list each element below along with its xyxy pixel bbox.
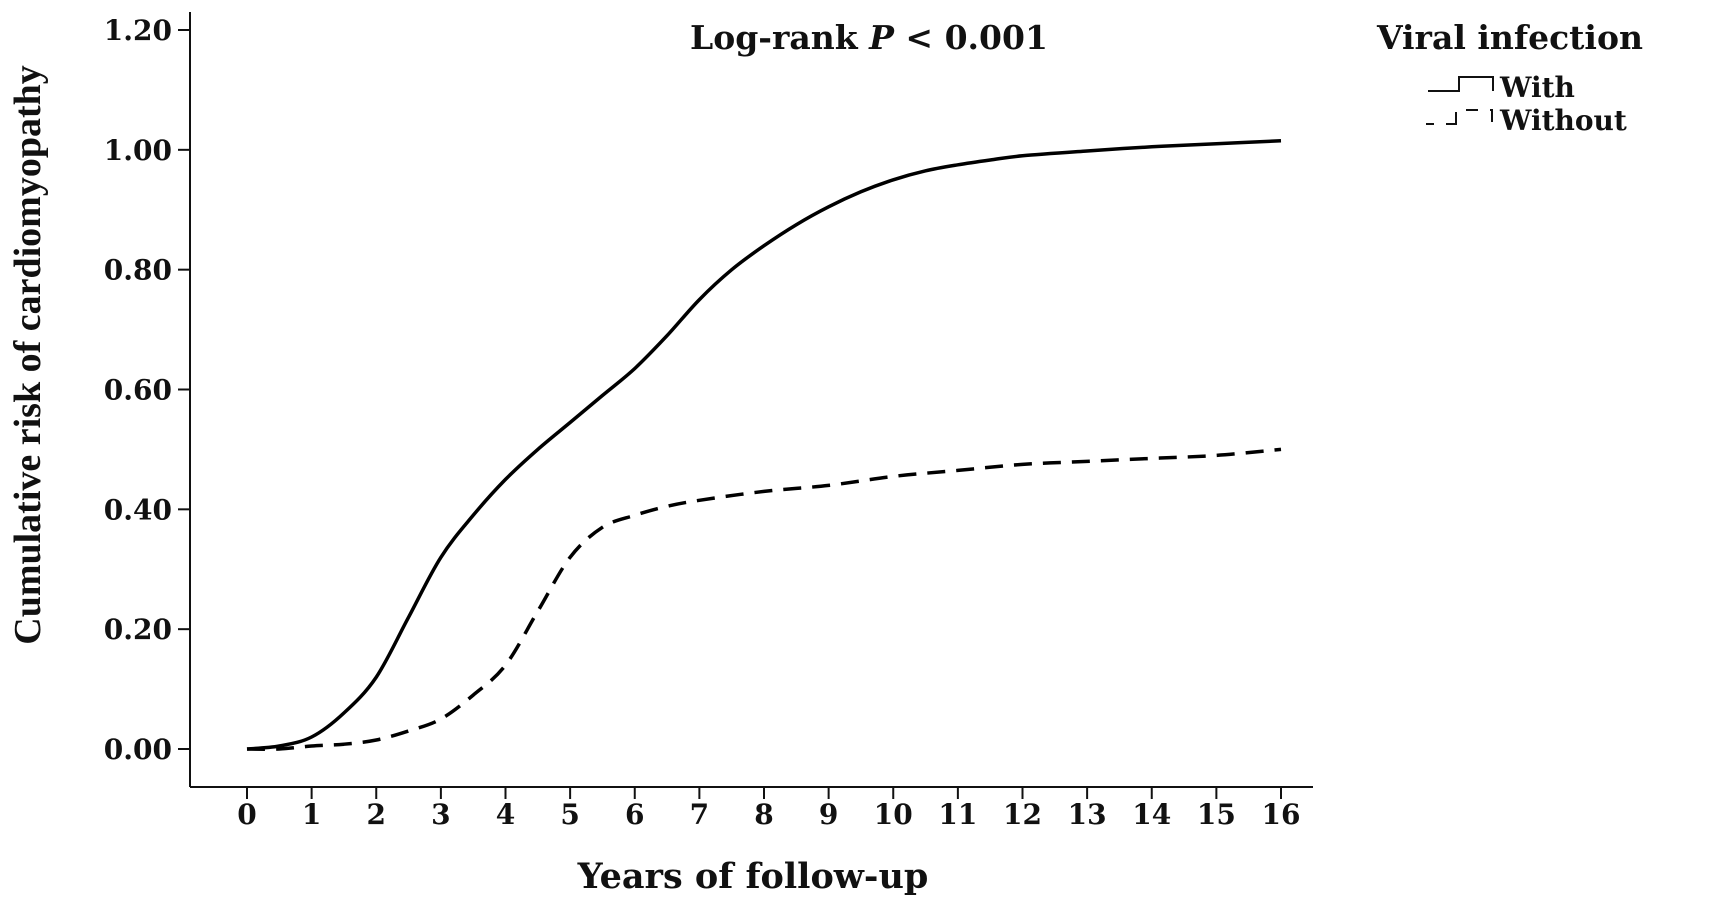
x-tick-label: 10 [874, 798, 913, 831]
y-tick-label: 0.20 [104, 613, 172, 646]
x-tick-label: 3 [431, 798, 450, 831]
x-tick-label: 12 [1003, 798, 1042, 831]
x-tick-label: 4 [496, 798, 515, 831]
logrank-annotation: Log-rank P < 0.001 [690, 18, 1048, 57]
x-tick-label: 2 [367, 798, 386, 831]
legend-item-without: Without [1499, 104, 1627, 137]
y-tick-label: 0.00 [104, 733, 172, 766]
y-tick-label: 0.60 [104, 374, 172, 407]
logrank-p: P [868, 18, 895, 57]
logrank-prefix: Log-rank [690, 18, 869, 57]
series-lines [246, 139, 1282, 751]
series-line-without [246, 447, 1282, 751]
y-tick-label: 1.20 [104, 14, 172, 47]
x-tick-label: 7 [690, 798, 709, 831]
x-tick-label: 16 [1262, 798, 1301, 831]
legend-swatch-without [1426, 109, 1493, 125]
x-tick-label: 11 [938, 798, 977, 831]
x-tick-label: 0 [237, 798, 256, 831]
x-tick-label: 5 [560, 798, 579, 831]
x-tick-label: 6 [625, 798, 644, 831]
y-tick-label: 0.80 [104, 254, 172, 287]
x-axis-ticks: 0 1 2 3 4 5 6 7 8 9 10 11 12 13 14 15 16 [237, 787, 1300, 831]
x-tick-label: 15 [1197, 798, 1236, 831]
x-tick-label: 14 [1132, 798, 1171, 831]
legend-item-with: With [1499, 71, 1575, 104]
legend-title: Viral infection [1376, 18, 1643, 57]
x-tick-label: 8 [754, 798, 773, 831]
x-axis-title: Years of follow-up [577, 856, 929, 897]
legend: Viral infection With Without [1376, 18, 1643, 137]
y-tick-label: 1.00 [104, 134, 172, 167]
series-line-with [246, 139, 1282, 751]
y-tick-label: 0.40 [104, 493, 172, 526]
legend-swatch-with [1428, 76, 1494, 92]
logrank-suffix: < 0.001 [894, 18, 1048, 57]
x-tick-label: 1 [302, 798, 321, 831]
y-axis-title: Cumulative risk of cardiomyopathy [7, 65, 49, 645]
x-tick-label: 13 [1068, 798, 1107, 831]
x-tick-label: 9 [819, 798, 838, 831]
y-axis-ticks: 0.00 0.20 0.40 0.60 0.80 1.00 1.20 [104, 14, 190, 766]
